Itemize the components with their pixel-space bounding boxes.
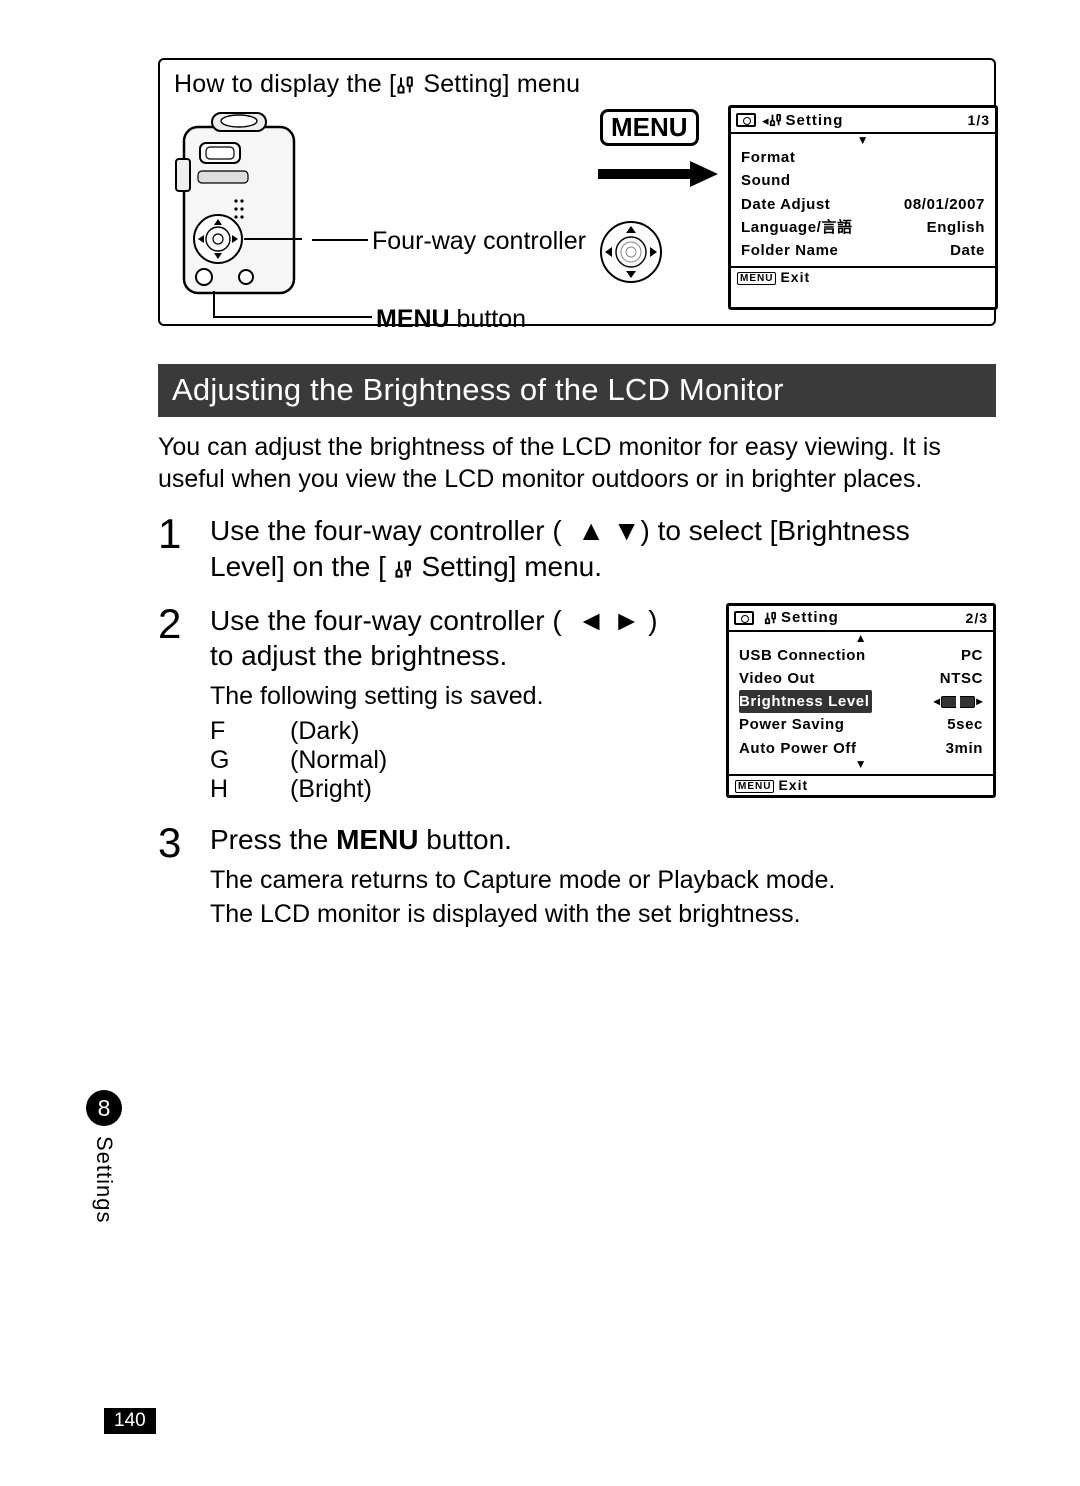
panel2-row-label: Power Saving [739, 713, 845, 736]
step-3-sub1: The camera returns to Capture mode or Pl… [210, 864, 996, 897]
step-3-number: 3 [158, 822, 188, 931]
step-3-sub2: The LCD monitor is displayed with the se… [210, 898, 996, 931]
menu-tag: MENU [600, 109, 699, 146]
panel1-row-label: Format [741, 146, 795, 169]
center-column: MENU [550, 105, 720, 310]
camera-icon [734, 611, 754, 625]
tool-icon [394, 559, 414, 579]
step-1-number: 1 [158, 513, 188, 585]
settings-panel-2: Setting 2/3 ▲ USB Connection PC Video Out… [726, 603, 996, 798]
howto-box: How to display the [ Setting] menu [158, 58, 996, 326]
tool-icon [769, 113, 783, 127]
tool-icon [764, 611, 778, 625]
step-3-head: Press the MENU button. [210, 822, 996, 858]
down-caret-icon: ▼ [739, 760, 983, 770]
panel2-pager: 2/3 [966, 610, 988, 626]
chapter-circle: 8 [86, 1090, 122, 1126]
arrow-right-icon [598, 161, 718, 187]
howto-top-text: How to display the [ Setting] menu [174, 70, 980, 99]
page-number: 140 [104, 1408, 156, 1434]
section-header: Adjusting the Brightness of the LCD Moni… [158, 364, 996, 417]
panel2-row-value: 3min [946, 737, 983, 760]
panel2-row-value: NTSC [940, 667, 983, 690]
panel2-row-label: Video Out [739, 667, 815, 690]
howto-top-prefix: How to display the [ [174, 70, 396, 98]
panel2-row-value: 5sec [947, 713, 983, 736]
side-tab: 8 Settings [84, 1090, 124, 1224]
camera-diagram [174, 105, 304, 310]
panel2-row-label: USB Connection [739, 644, 866, 667]
panel1-row-value: Date [950, 239, 985, 262]
panel1-title: Setting [786, 112, 844, 129]
panel2-hl-row: Brightness Level ◂ ▸ [739, 690, 983, 713]
panel2-footer: MENUExit [729, 774, 993, 795]
step-2-sub: The following setting is saved. [210, 680, 658, 713]
settings-panel-1: ◂ Setting 1/3 ▼ Format Sound Date Adjust… [728, 105, 998, 310]
panel2-title: Setting [781, 609, 839, 626]
howto-top-suffix: Setting] menu [416, 70, 580, 98]
labels-column: Four-way controller MENU button [312, 105, 542, 310]
label-menubutton: MENU button [376, 305, 526, 334]
panel1-pager: 1/3 [968, 112, 990, 128]
panel1-footer: MENUExit [731, 266, 995, 287]
chapter-label: Settings [91, 1136, 117, 1224]
panel1-row-value: 08/01/2007 [904, 193, 985, 216]
panel2-row-label: Auto Power Off [739, 737, 857, 760]
panel1-row-label: Date Adjust [741, 193, 830, 216]
tool-icon [396, 75, 416, 95]
down-caret-icon: ▼ [741, 136, 985, 146]
up-caret-icon: ▲ [739, 634, 983, 644]
step-1-head: Use the four-way controller ( ▲ ▼) to se… [210, 513, 996, 585]
step-2-options: F(Dark) G(Normal) H(Bright) [210, 717, 658, 804]
panel1-row-label: Folder Name [741, 239, 838, 262]
step-2-number: 2 [158, 603, 188, 804]
panel1-row-value: English [927, 216, 985, 239]
dpad-icon [596, 217, 666, 287]
panel1-row-label: Sound [741, 169, 791, 192]
camera-icon [736, 113, 756, 127]
panel1-row-label: Language/言語 [741, 216, 853, 239]
step-2-head: Use the four-way controller ( ◄ ► ) to a… [210, 603, 658, 675]
intro-text: You can adjust the brightness of the LCD… [158, 431, 996, 495]
panel2-row-value: PC [961, 644, 983, 667]
brightness-slider-icon: ◂ ▸ [934, 692, 983, 711]
